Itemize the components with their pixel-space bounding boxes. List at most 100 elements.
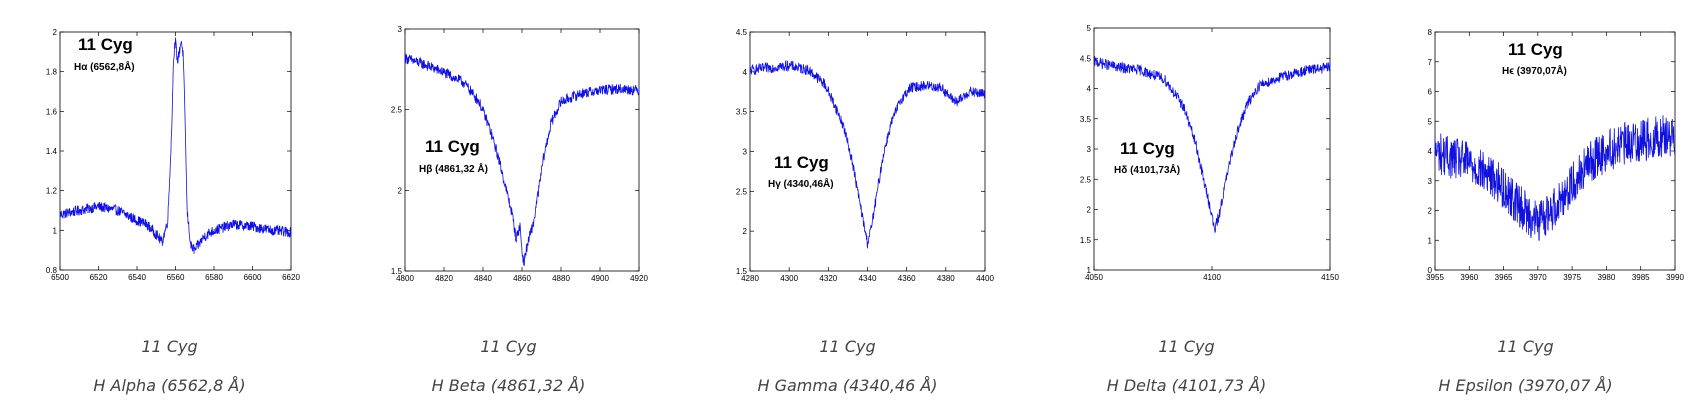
spectrum-chart-h-beta: 4800 4820 4840 4860 4880 4900 4920 1.5 2 2.5 3 11 C… bbox=[391, 25, 649, 283]
y-tick-label: 1.2 bbox=[46, 187, 58, 196]
x-tick-label: 3985 bbox=[1632, 273, 1650, 282]
x-tick-label: 6540 bbox=[128, 273, 146, 282]
plot-line-label: Hα (6562,8Å) bbox=[74, 60, 135, 73]
y-tick-label: 1.5 bbox=[391, 267, 403, 276]
y-tick-label: 3.5 bbox=[1080, 115, 1092, 124]
x-tick-label: 4320 bbox=[819, 274, 837, 283]
y-tick-label: 4 bbox=[1428, 147, 1433, 156]
caption-star-name: 11 Cyg bbox=[1158, 337, 1215, 356]
plot-star-label: 11 Cyg bbox=[1508, 40, 1563, 59]
caption-line-name: H Epsilon (3970,07 Å) bbox=[1438, 376, 1613, 395]
chart-panel-h-gamma: 4280 4300 4320 4340 4360 4380 4400 1.5 2 2.5 3 3.5 4… bbox=[678, 0, 1017, 419]
x-tick-label: 4800 bbox=[396, 274, 414, 283]
x-tick-label: 4880 bbox=[552, 274, 570, 283]
caption-line-name: H Delta (4101,73 Å) bbox=[1106, 376, 1267, 395]
caption-star-name: 11 Cyg bbox=[480, 337, 537, 356]
plot-line-label: Hδ (4101,73Å) bbox=[1114, 163, 1180, 176]
y-tick-label: 1.5 bbox=[1080, 236, 1092, 245]
spectrum-line bbox=[1434, 115, 1676, 241]
y-tick-label: 5 bbox=[1428, 117, 1433, 126]
spectrum-line bbox=[59, 37, 292, 254]
y-tick-label: 5 bbox=[1087, 24, 1092, 33]
x-tick-label: 4900 bbox=[591, 274, 609, 283]
plot-star-label: 11 Cyg bbox=[774, 153, 829, 172]
y-tick-label: 3 bbox=[1428, 177, 1433, 186]
y-tick-label: 1 bbox=[1087, 266, 1092, 275]
plot-line-label: Hγ (4340,46Å) bbox=[768, 177, 834, 190]
spectrum-chart-h-alpha: 6500 6520 6540 6560 6580 6600 6620 0.8 1 1.2 1.4 1.… bbox=[46, 28, 301, 282]
y-tick-label: 4 bbox=[1087, 85, 1092, 94]
x-tick-label: 4380 bbox=[937, 274, 955, 283]
chart-panel-h-delta: 4050 4100 4150 1 1.5 2 2.5 3 3.5 4 4.5 5 11 Cyg Hδ (4… bbox=[1017, 0, 1356, 419]
x-tick-label: 3955 bbox=[1426, 273, 1444, 282]
y-tick-label: 1 bbox=[1428, 236, 1433, 245]
y-tick-label: 2 bbox=[53, 28, 58, 37]
y-tick-label: 2.5 bbox=[391, 106, 403, 115]
y-tick-label: 3.5 bbox=[736, 108, 748, 117]
y-tick-label: 0.8 bbox=[46, 266, 58, 275]
spectrum-line bbox=[1093, 56, 1331, 234]
caption-star-name: 11 Cyg bbox=[141, 337, 198, 356]
caption-line-name: H Alpha (6562,8 Å) bbox=[93, 376, 246, 395]
x-tick-label: 3990 bbox=[1666, 273, 1684, 282]
spectrum-chart-h-epsilon: 3955 3960 3965 3970 3975 3980 3985 3990 0 1 2 3 4 5 6 7… bbox=[1426, 28, 1684, 282]
x-tick-label: 4150 bbox=[1321, 273, 1339, 282]
y-tick-label: 3 bbox=[398, 25, 403, 34]
y-tick-label: 3 bbox=[743, 148, 748, 157]
spectrum-chart-h-gamma: 4280 4300 4320 4340 4360 4380 4400 1.5 2 2.5 3 3.5 4… bbox=[736, 28, 995, 283]
y-tick-label: 0 bbox=[1428, 266, 1433, 275]
x-tick-label: 6600 bbox=[244, 273, 262, 282]
y-tick-label: 2.5 bbox=[736, 187, 748, 196]
spectrum-chart-h-delta: 4050 4100 4150 1 1.5 2 2.5 3 3.5 4 4.5 5 11 Cyg Hδ (4… bbox=[1080, 24, 1340, 282]
y-tick-label: 4.5 bbox=[736, 28, 748, 37]
y-tick-label: 2 bbox=[1428, 207, 1433, 216]
caption-star-name: 11 Cyg bbox=[819, 337, 876, 356]
x-tick-label: 6580 bbox=[205, 273, 223, 282]
plot-star-label: 11 Cyg bbox=[78, 35, 133, 54]
y-tick-label: 4.5 bbox=[1080, 54, 1092, 63]
x-tick-label: 4050 bbox=[1085, 273, 1103, 282]
spectrum-line bbox=[404, 53, 640, 266]
y-tick-label: 2 bbox=[398, 186, 403, 195]
y-tick-label: 2 bbox=[1087, 206, 1092, 215]
x-tick-label: 3980 bbox=[1598, 273, 1616, 282]
y-tick-label: 1.5 bbox=[736, 267, 748, 276]
x-tick-label: 4920 bbox=[630, 274, 648, 283]
caption-line-name: H Beta (4861,32 Å) bbox=[431, 376, 586, 395]
y-tick-label: 3 bbox=[1087, 145, 1092, 154]
y-tick-label: 1.8 bbox=[46, 68, 58, 77]
spectrum-line bbox=[749, 59, 986, 249]
chart-panel-h-alpha: 6500 6520 6540 6560 6580 6600 6620 0.8 1 1.2 1.4 1.… bbox=[0, 0, 339, 419]
y-tick-label: 7 bbox=[1428, 58, 1433, 67]
x-tick-label: 3960 bbox=[1460, 273, 1478, 282]
x-tick-label: 6560 bbox=[167, 273, 185, 282]
x-tick-label: 4340 bbox=[859, 274, 877, 283]
plot-line-label: Hβ (4861,32 Å) bbox=[419, 162, 488, 175]
x-tick-label: 3975 bbox=[1563, 273, 1581, 282]
x-tick-label: 4820 bbox=[435, 274, 453, 283]
chart-panel-h-epsilon: 3955 3960 3965 3970 3975 3980 3985 3990 0 1 2 3 4 5 6 7… bbox=[1356, 0, 1695, 419]
plot-frame bbox=[749, 31, 986, 272]
x-tick-label: 3965 bbox=[1495, 273, 1513, 282]
y-tick-label: 1.4 bbox=[46, 147, 58, 156]
y-tick-label: 2 bbox=[743, 227, 748, 236]
x-tick-label: 3970 bbox=[1529, 273, 1547, 282]
x-tick-label: 4100 bbox=[1203, 273, 1221, 282]
x-tick-label: 4840 bbox=[474, 274, 492, 283]
caption-line-name: H Gamma (4340,46 Å) bbox=[757, 376, 938, 395]
y-tick-label: 4 bbox=[743, 68, 748, 77]
caption-star-name: 11 Cyg bbox=[1497, 337, 1554, 356]
x-tick-label: 4360 bbox=[898, 274, 916, 283]
plot-star-label: 11 Cyg bbox=[425, 137, 480, 156]
x-tick-label: 6620 bbox=[282, 273, 300, 282]
x-tick-label: 6520 bbox=[90, 273, 108, 282]
x-tick-label: 6500 bbox=[51, 273, 69, 282]
x-tick-label: 4300 bbox=[780, 274, 798, 283]
plot-star-label: 11 Cyg bbox=[1120, 139, 1175, 158]
y-tick-label: 1 bbox=[53, 226, 58, 235]
x-tick-label: 4280 bbox=[741, 274, 759, 283]
x-tick-label: 4860 bbox=[513, 274, 531, 283]
y-tick-label: 8 bbox=[1428, 28, 1433, 37]
y-tick-label: 1.6 bbox=[46, 107, 58, 116]
y-tick-label: 6 bbox=[1428, 88, 1433, 97]
